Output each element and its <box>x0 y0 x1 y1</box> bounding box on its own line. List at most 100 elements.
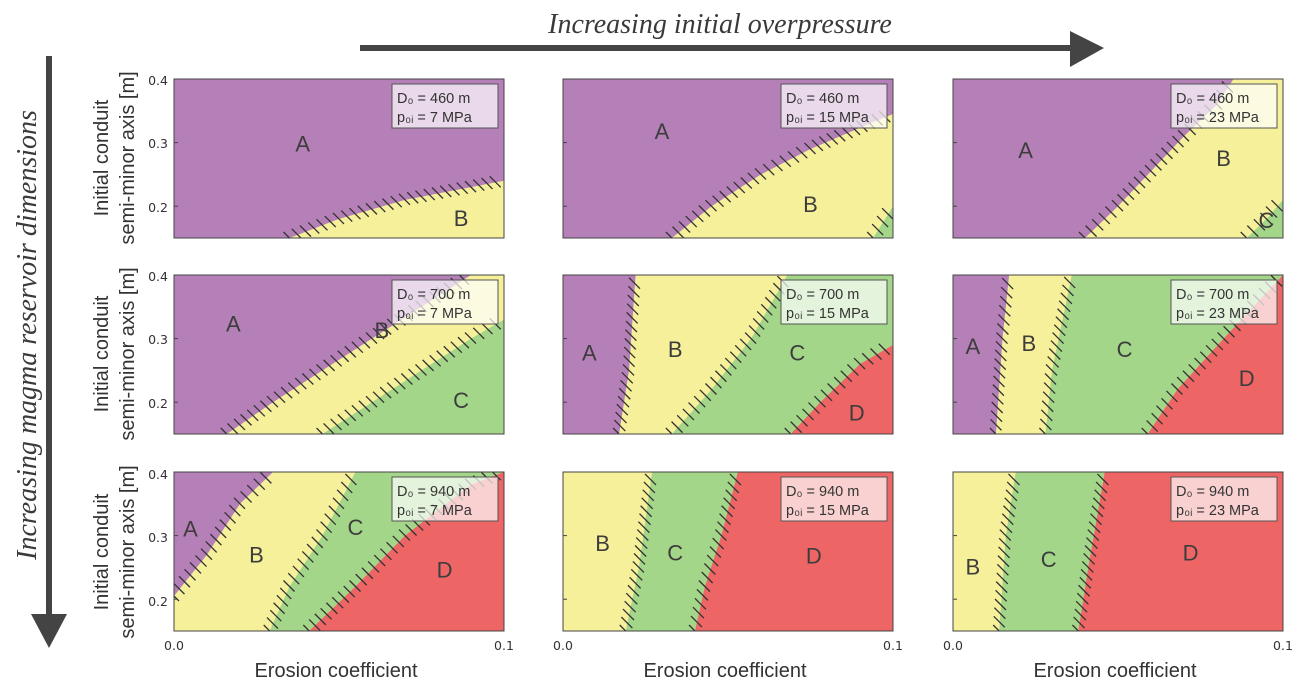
panel: A B D₀ = 460 m p₀ᵢ = 7 MPa <box>173 78 505 239</box>
region-label: A <box>655 119 670 144</box>
ytick-label: 0.4 <box>148 73 168 88</box>
region-label: C <box>1259 208 1275 233</box>
boundary-hatch <box>1038 276 1076 434</box>
legend-pressure: p₀ᵢ = 7 MPa <box>397 306 473 322</box>
legend-box <box>780 279 888 325</box>
region-label: B <box>454 206 469 231</box>
ytick-group: 0.4 0.3 0.2 0.4 0.3 0.2 0.4 0.3 0.2 <box>148 73 168 609</box>
xtick-label: 0.0 <box>943 638 963 653</box>
legend-pressure: p₀ᵢ = 7 MPa <box>397 110 473 126</box>
ytick-label: 0.2 <box>148 200 168 215</box>
legend-depth: D₀ = 700 m <box>397 287 470 303</box>
axes-frame <box>562 274 894 435</box>
axes-frame <box>173 471 505 632</box>
xtick-label: 0.1 <box>494 638 514 653</box>
region-label: D <box>806 544 822 569</box>
ylabel-row-1: Initial conduit semi-minor axis [m] <box>91 267 139 440</box>
legend-pressure: p₀ᵢ = 23 MPa <box>1176 503 1260 519</box>
axes-frame <box>173 274 505 435</box>
region-label: C <box>348 515 364 540</box>
legend-box <box>1170 279 1278 325</box>
ylabel-row-2: Initial conduit semi-minor axis [m] <box>91 465 139 638</box>
panel: A B D₀ = 460 m p₀ᵢ = 15 MPa <box>562 78 894 239</box>
boundary-hatch <box>619 473 657 631</box>
legend-box <box>391 476 499 522</box>
region-label: B <box>803 192 818 217</box>
boundary-hatch <box>174 472 272 602</box>
top-arrow-head <box>1070 31 1104 67</box>
legend-box <box>1170 83 1278 129</box>
left-arrow-shaft <box>46 56 52 616</box>
region-label: D <box>437 558 453 583</box>
legend-box <box>780 476 888 522</box>
region-label: D <box>1239 366 1255 391</box>
panel: A B C D₀ = 700 m p₀ᵢ = 7 MPa <box>173 274 505 435</box>
xlabel: Erosion coefficient <box>643 660 807 682</box>
legend-depth: D₀ = 940 m <box>1176 484 1249 500</box>
legend-pressure: p₀ᵢ = 15 MPa <box>786 110 870 126</box>
region-label: C <box>1117 337 1133 362</box>
panel: A B C D D₀ = 700 m p₀ᵢ = 15 MPa <box>562 274 894 435</box>
legend-depth: D₀ = 460 m <box>1176 91 1249 107</box>
legend-pressure: p₀ᵢ = 15 MPa <box>786 306 870 322</box>
region-label: A <box>582 340 597 365</box>
legend-pressure: p₀ᵢ = 23 MPa <box>1176 110 1260 126</box>
xlabel: Erosion coefficient <box>254 660 418 682</box>
region-label: B <box>375 318 390 343</box>
legend-depth: D₀ = 460 m <box>397 91 470 107</box>
ytick-label: 0.4 <box>148 269 168 284</box>
side-title: Increasing magma reservoir dimensions <box>12 110 43 561</box>
legend-box <box>391 83 499 129</box>
legend-depth: D₀ = 940 m <box>786 484 859 500</box>
axes-frame <box>173 78 505 239</box>
region-d <box>790 344 893 434</box>
region-label: B <box>668 337 683 362</box>
region-label: C <box>1041 547 1057 572</box>
region-label: B <box>595 531 610 556</box>
region-c <box>1246 199 1283 238</box>
panel: A B C D D₀ = 940 m p₀ᵢ = 7 MPa <box>173 471 505 632</box>
legend-box <box>1170 476 1278 522</box>
top-arrow-group: Increasing initial overpressure <box>360 9 1104 67</box>
boundary-hatch <box>263 473 357 631</box>
boundary-hatch <box>612 277 641 434</box>
boundary-hatch <box>665 275 789 434</box>
region-label: C <box>789 340 805 365</box>
axes-frame <box>562 78 894 239</box>
ytick-label: 0.3 <box>148 332 168 347</box>
region-label: D <box>849 401 865 426</box>
region-label: A <box>965 334 980 359</box>
region-label: A <box>226 312 241 337</box>
region-label: B <box>1022 331 1037 356</box>
ylabel-line1: Initial conduit <box>91 99 113 216</box>
legend-depth: D₀ = 460 m <box>786 91 859 107</box>
ylabel-line1: Initial conduit <box>91 493 113 610</box>
ylabel-line2: semi-minor axis [m] <box>117 71 139 244</box>
region-label: A <box>295 132 310 157</box>
top-title: Increasing initial overpressure <box>547 9 892 40</box>
legend-depth: D₀ = 940 m <box>397 484 470 500</box>
xtick-label: 0.0 <box>164 638 184 653</box>
left-arrow-group: Increasing magma reservoir dimensions <box>12 56 67 648</box>
axes-frame <box>952 78 1284 239</box>
panel: A B C D₀ = 460 m p₀ᵢ = 23 MPa <box>952 78 1284 239</box>
region-label: D <box>1183 540 1199 565</box>
xlabel: Erosion coefficient <box>1033 660 1197 682</box>
axes-frame <box>562 471 894 632</box>
region-label: B <box>965 554 980 579</box>
xlabel-group: Erosion coefficient Erosion coefficient … <box>254 660 1197 682</box>
legend-box <box>391 279 499 325</box>
ytick-label: 0.2 <box>148 396 168 411</box>
region-label: C <box>667 540 683 565</box>
region-c <box>322 319 504 434</box>
xtick-label: 0.0 <box>553 638 573 653</box>
xtick-label: 0.1 <box>883 638 903 653</box>
legend-pressure: p₀ᵢ = 23 MPa <box>1176 306 1260 322</box>
legend-box <box>780 83 888 129</box>
legend-depth: D₀ = 700 m <box>786 287 859 303</box>
region-label: C <box>453 388 469 413</box>
ylabel-line2: semi-minor axis [m] <box>117 267 139 440</box>
boundary-hatch <box>1240 199 1283 238</box>
